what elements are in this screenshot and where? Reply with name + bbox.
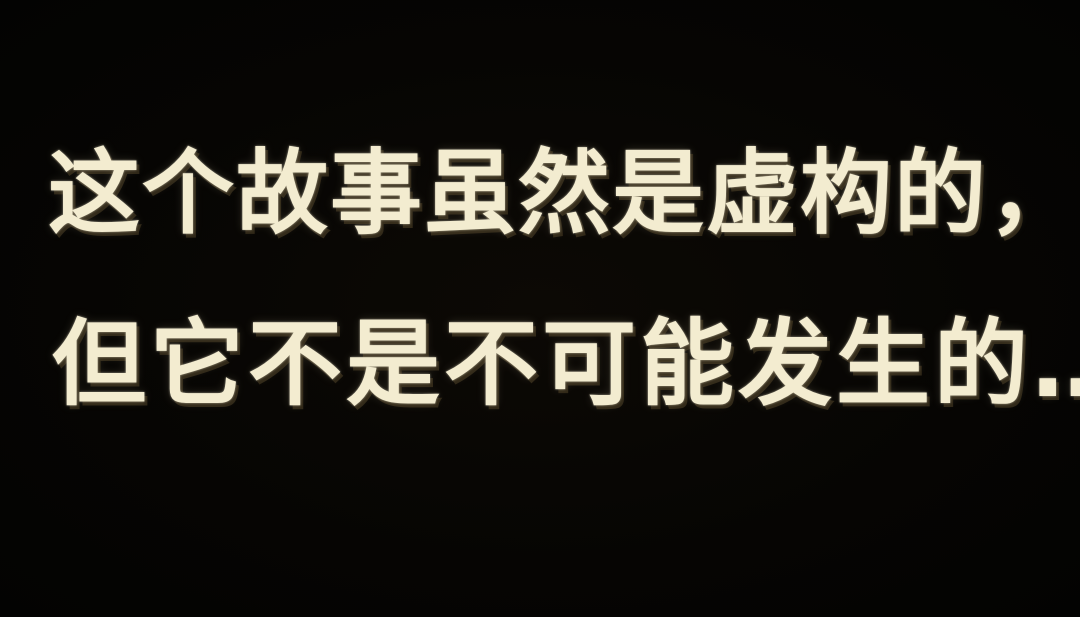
subtitle-line-2: 但它不是不可能发生的…… (52, 310, 1080, 419)
subtitle-line-1: 这个故事虽然是虚构的， (48, 140, 1080, 247)
